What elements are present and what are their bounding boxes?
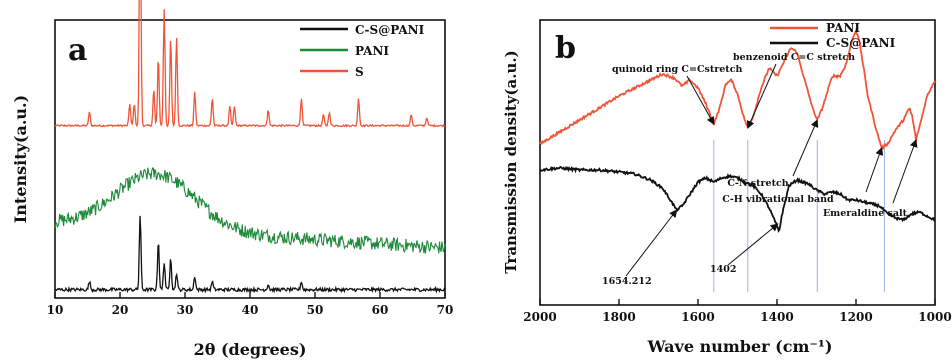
series-line-b-pani [539, 27, 936, 151]
panel-a-x-axis-label: 2θ (degrees) [194, 340, 307, 359]
panel-b-frame [539, 19, 936, 306]
panel-a-label: a [68, 33, 87, 68]
legend-label-cs-pani-b: C-S@PANI [826, 36, 896, 50]
x-tick-label-b-1200: 1200 [839, 310, 872, 324]
annotation-1402: 1402 [710, 264, 736, 275]
panel-a-y-axis-label: Intensity(a.u.) [11, 95, 30, 223]
legend-label-cs-pani: C-S@PANI [355, 23, 425, 37]
annotation-emeraldine-salt: Emeraldine salt [823, 208, 908, 219]
annotation-c-n-stretch: C-N stretch [727, 178, 788, 189]
annotation-arrow-emeraldine-salt [892, 139, 918, 204]
legend-label-s: S [355, 65, 364, 79]
panel-b-x-axis-label: Wave number (cm⁻¹) [647, 337, 833, 356]
panel-a-series-layer [54, 0, 446, 294]
annotation-arrow-quinoid-ring-c-cstretch [686, 75, 715, 125]
legend-label-pani-b: PANI [826, 21, 860, 35]
series-line-a-s [54, 0, 446, 128]
panel-b-legend: PANI C-S@PANI [770, 21, 896, 50]
panel-b-reference-lines [713, 140, 885, 292]
panel-a-legend: C-S@PANI PANI S [300, 23, 425, 79]
panel-b-y-axis-label: Transmission density(a.u.) [502, 50, 520, 273]
annotation-c-h-vibrational-band: C-H vibrational band [722, 194, 834, 205]
annotation-1654-212: 1654.212 [602, 276, 652, 287]
x-tick-label-b-2000: 2000 [523, 310, 556, 324]
panel-a-frame [54, 19, 446, 299]
x-tick-label-a-50: 50 [307, 303, 324, 317]
panel-b: b 2000 1800 1600 1400 1200 1000 quinoid ring … [502, 19, 952, 356]
x-tick-label-a-60: 60 [372, 303, 389, 317]
panel-a: a 10 20 30 40 50 60 70 2θ (degrees) Intensity(… [11, 0, 453, 359]
annotation-arrow-c-n-stretch [792, 119, 819, 177]
x-tick-label-a-10: 10 [47, 303, 64, 317]
annotation-arrow-1402 [727, 223, 779, 266]
annotation-benzenoid-c-c-stretch: benzenoid C=C stretch [733, 52, 855, 63]
annotation-arrow-c-h-vibrational-band [865, 147, 884, 193]
x-tick-label-a-70: 70 [437, 303, 454, 317]
series-line-b-c-s-pani [539, 165, 936, 233]
panel-b-series-layer [539, 27, 936, 233]
annotation-quinoid-ring-c-cstretch: quinoid ring C=Cstretch [612, 64, 742, 75]
x-tick-label-b-1600: 1600 [681, 310, 714, 324]
x-tick-label-b-1800: 1800 [602, 310, 635, 324]
x-tick-label-b-1000: 1000 [918, 310, 951, 324]
annotation-arrow-benzenoid-c-c-stretch [746, 63, 777, 129]
x-tick-label-b-1400: 1400 [760, 310, 793, 324]
x-tick-label-a-40: 40 [242, 303, 259, 317]
series-line-a-pani [54, 167, 446, 254]
panel-a-x-ticks: 10 20 30 40 50 60 70 [47, 292, 454, 317]
x-tick-label-a-30: 30 [177, 303, 194, 317]
panel-b-label: b [555, 31, 576, 66]
panel-b-x-ticks: 2000 1800 1600 1400 1200 1000 [523, 299, 952, 324]
legend-label-pani: PANI [355, 44, 389, 58]
annotation-arrow-1654-212 [625, 209, 678, 277]
x-tick-label-a-20: 20 [112, 303, 129, 317]
series-line-a-c-s-pani [54, 215, 446, 294]
